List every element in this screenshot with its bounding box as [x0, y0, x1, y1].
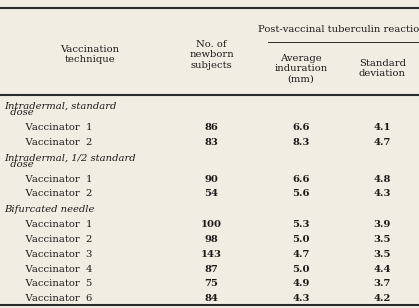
Text: 6.6: 6.6 — [292, 175, 310, 184]
Text: 3.5: 3.5 — [373, 250, 391, 259]
Text: Vaccinator  6: Vaccinator 6 — [13, 294, 92, 303]
Text: No. of
newborn
subjects: No. of newborn subjects — [189, 40, 234, 70]
Text: 84: 84 — [204, 294, 219, 303]
Text: Vaccinator  2: Vaccinator 2 — [13, 189, 92, 198]
Text: Standard
deviation: Standard deviation — [359, 59, 406, 78]
Text: 4.4: 4.4 — [373, 265, 391, 274]
Text: 54: 54 — [204, 189, 219, 198]
Text: 4.7: 4.7 — [373, 138, 391, 147]
Text: 6.6: 6.6 — [292, 123, 310, 132]
Text: Vaccinator  4: Vaccinator 4 — [13, 265, 92, 274]
Text: Intradermal, standard: Intradermal, standard — [4, 102, 116, 111]
Text: 87: 87 — [205, 265, 218, 274]
Text: 4.2: 4.2 — [373, 294, 391, 303]
Text: 98: 98 — [205, 235, 218, 244]
Text: 86: 86 — [204, 123, 219, 132]
Text: 4.3: 4.3 — [292, 294, 310, 303]
Text: Vaccination
technique: Vaccination technique — [60, 45, 120, 64]
Text: 100: 100 — [201, 220, 222, 229]
Text: dose: dose — [4, 108, 34, 117]
Text: 5.6: 5.6 — [292, 189, 310, 198]
Text: 5.3: 5.3 — [292, 220, 310, 229]
Text: Post-vaccinal tuberculin reaction: Post-vaccinal tuberculin reaction — [258, 25, 419, 34]
Text: Vaccinator  1: Vaccinator 1 — [13, 220, 92, 229]
Text: Vaccinator  3: Vaccinator 3 — [13, 250, 92, 259]
Text: Vaccinator  5: Vaccinator 5 — [13, 279, 92, 288]
Text: Vaccinator  2: Vaccinator 2 — [13, 138, 92, 147]
Text: 3.7: 3.7 — [373, 279, 391, 288]
Text: 143: 143 — [201, 250, 222, 259]
Text: 4.3: 4.3 — [373, 189, 391, 198]
Text: 4.8: 4.8 — [373, 175, 391, 184]
Text: Vaccinator  1: Vaccinator 1 — [13, 175, 92, 184]
Text: Average
induration
(mm): Average induration (mm) — [274, 54, 328, 83]
Text: 5.0: 5.0 — [292, 265, 310, 274]
Text: 75: 75 — [204, 279, 219, 288]
Text: dose: dose — [4, 160, 34, 169]
Text: 4.1: 4.1 — [373, 123, 391, 132]
Text: 4.7: 4.7 — [292, 250, 310, 259]
Text: 83: 83 — [204, 138, 219, 147]
Text: 3.5: 3.5 — [373, 235, 391, 244]
Text: Vaccinator  2: Vaccinator 2 — [13, 235, 92, 244]
Text: Bifurcated needle: Bifurcated needle — [4, 205, 95, 214]
Text: 4.9: 4.9 — [292, 279, 310, 288]
Text: 8.3: 8.3 — [292, 138, 310, 147]
Text: 3.9: 3.9 — [373, 220, 391, 229]
Text: Intradermal, 1/2 standard: Intradermal, 1/2 standard — [4, 154, 136, 163]
Text: 90: 90 — [204, 175, 219, 184]
Text: 5.0: 5.0 — [292, 235, 310, 244]
Text: Vaccinator  1: Vaccinator 1 — [13, 123, 92, 132]
